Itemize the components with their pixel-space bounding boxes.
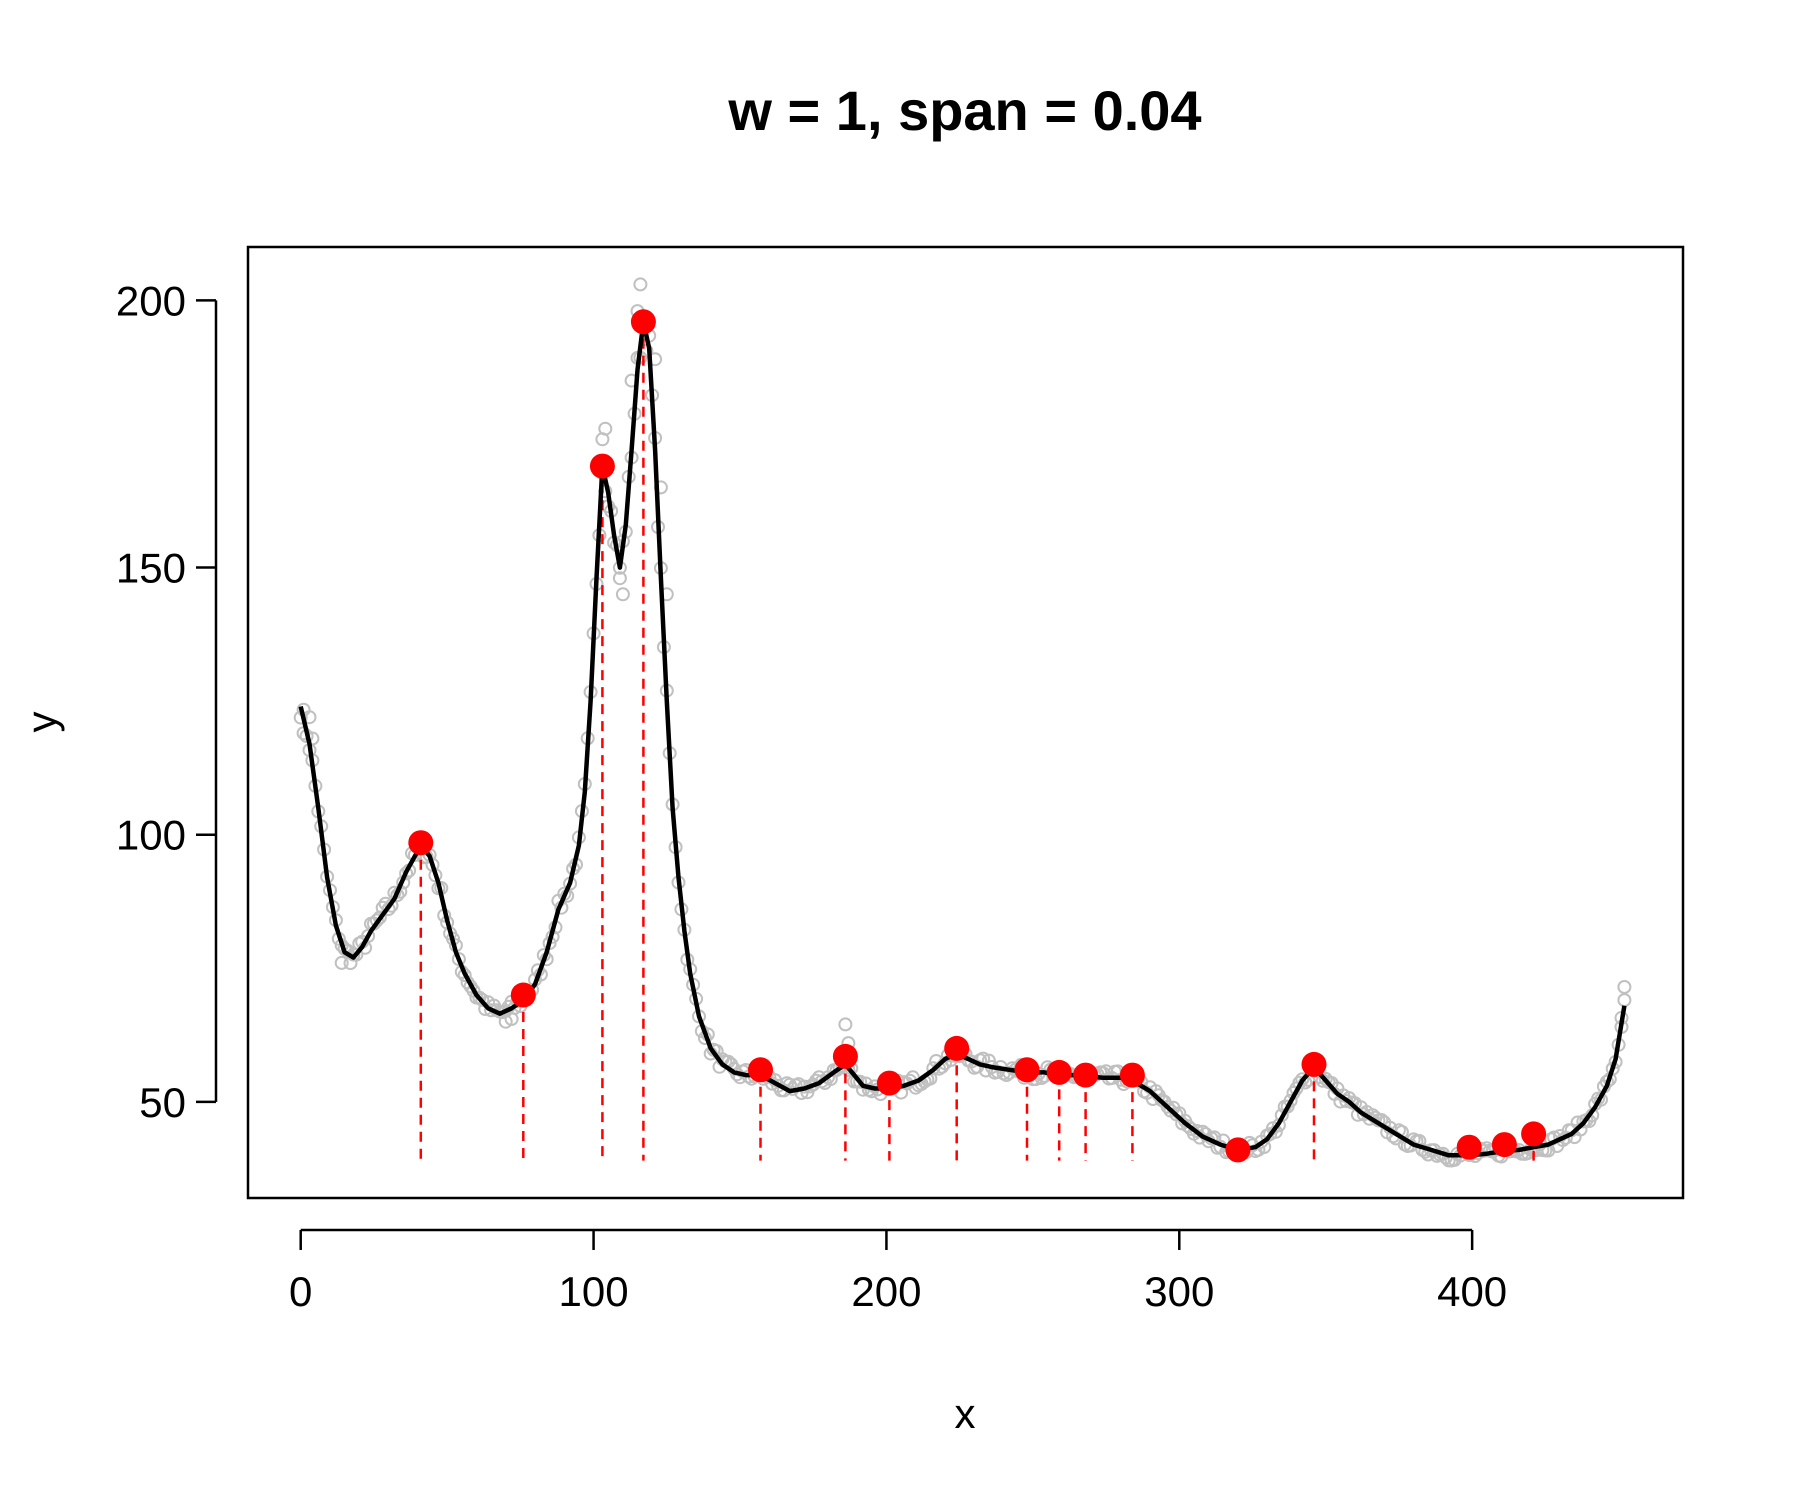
maximum-point (876, 1070, 902, 1096)
data-point (612, 571, 627, 586)
data-point (595, 432, 610, 447)
maximum-point (944, 1035, 970, 1061)
maximum-point (1014, 1057, 1040, 1083)
maximum-point (1456, 1134, 1482, 1160)
maximum-point (1521, 1121, 1547, 1147)
y-tick-label: 150 (116, 545, 186, 592)
x-tick-label: 400 (1437, 1268, 1507, 1315)
data-point (633, 277, 648, 292)
maximum-point (1073, 1062, 1099, 1088)
maxima-points (408, 309, 1547, 1163)
maximum-point (1225, 1137, 1251, 1163)
data-point (504, 1012, 519, 1026)
x-tick-label: 100 (559, 1268, 629, 1315)
x-tick-label: 300 (1144, 1268, 1214, 1315)
maximum-point (408, 830, 434, 856)
x-tick-label: 200 (851, 1268, 921, 1315)
maximum-point (1119, 1062, 1145, 1088)
maximum-point (1491, 1132, 1517, 1158)
data-point (1283, 1093, 1298, 1108)
x-tick-label: 0 (289, 1268, 312, 1315)
data-point (1617, 980, 1632, 994)
data-point (399, 866, 414, 881)
maximum-point (510, 982, 536, 1008)
y-axis: 50 100 150 200 (116, 277, 218, 1126)
maximum-point (630, 309, 656, 335)
data-point (853, 1074, 868, 1089)
data-point (615, 587, 630, 602)
x-axis-label: x (955, 1390, 976, 1437)
data-point (1617, 993, 1632, 1008)
plot-area (293, 277, 1632, 1168)
data-point (334, 955, 349, 970)
x-axis: 0 100 200 300 400 (289, 1228, 1507, 1315)
data-point (372, 910, 387, 925)
data-points (293, 277, 1632, 1168)
maximum-point (1301, 1051, 1327, 1077)
y-tick-label: 100 (116, 812, 186, 859)
data-point (1339, 1094, 1354, 1108)
data-point (1189, 1124, 1204, 1138)
maxima-drop-lines (419, 321, 1535, 1161)
data-point (926, 1061, 941, 1076)
data-point (1295, 1072, 1310, 1087)
chart-title: w = 1, span = 0.04 (727, 79, 1201, 142)
maximum-point (589, 453, 615, 479)
plot-frame (246, 245, 1685, 1200)
smooth-curve (298, 319, 1627, 1158)
maximum-point (748, 1057, 773, 1083)
maximum-point (1046, 1059, 1072, 1085)
data-point (838, 1017, 853, 1032)
y-tick-label: 200 (116, 277, 186, 324)
maximum-point (832, 1043, 858, 1069)
data-point (1160, 1099, 1175, 1114)
y-tick-label: 50 (139, 1079, 186, 1126)
y-axis-label: y (18, 712, 65, 733)
